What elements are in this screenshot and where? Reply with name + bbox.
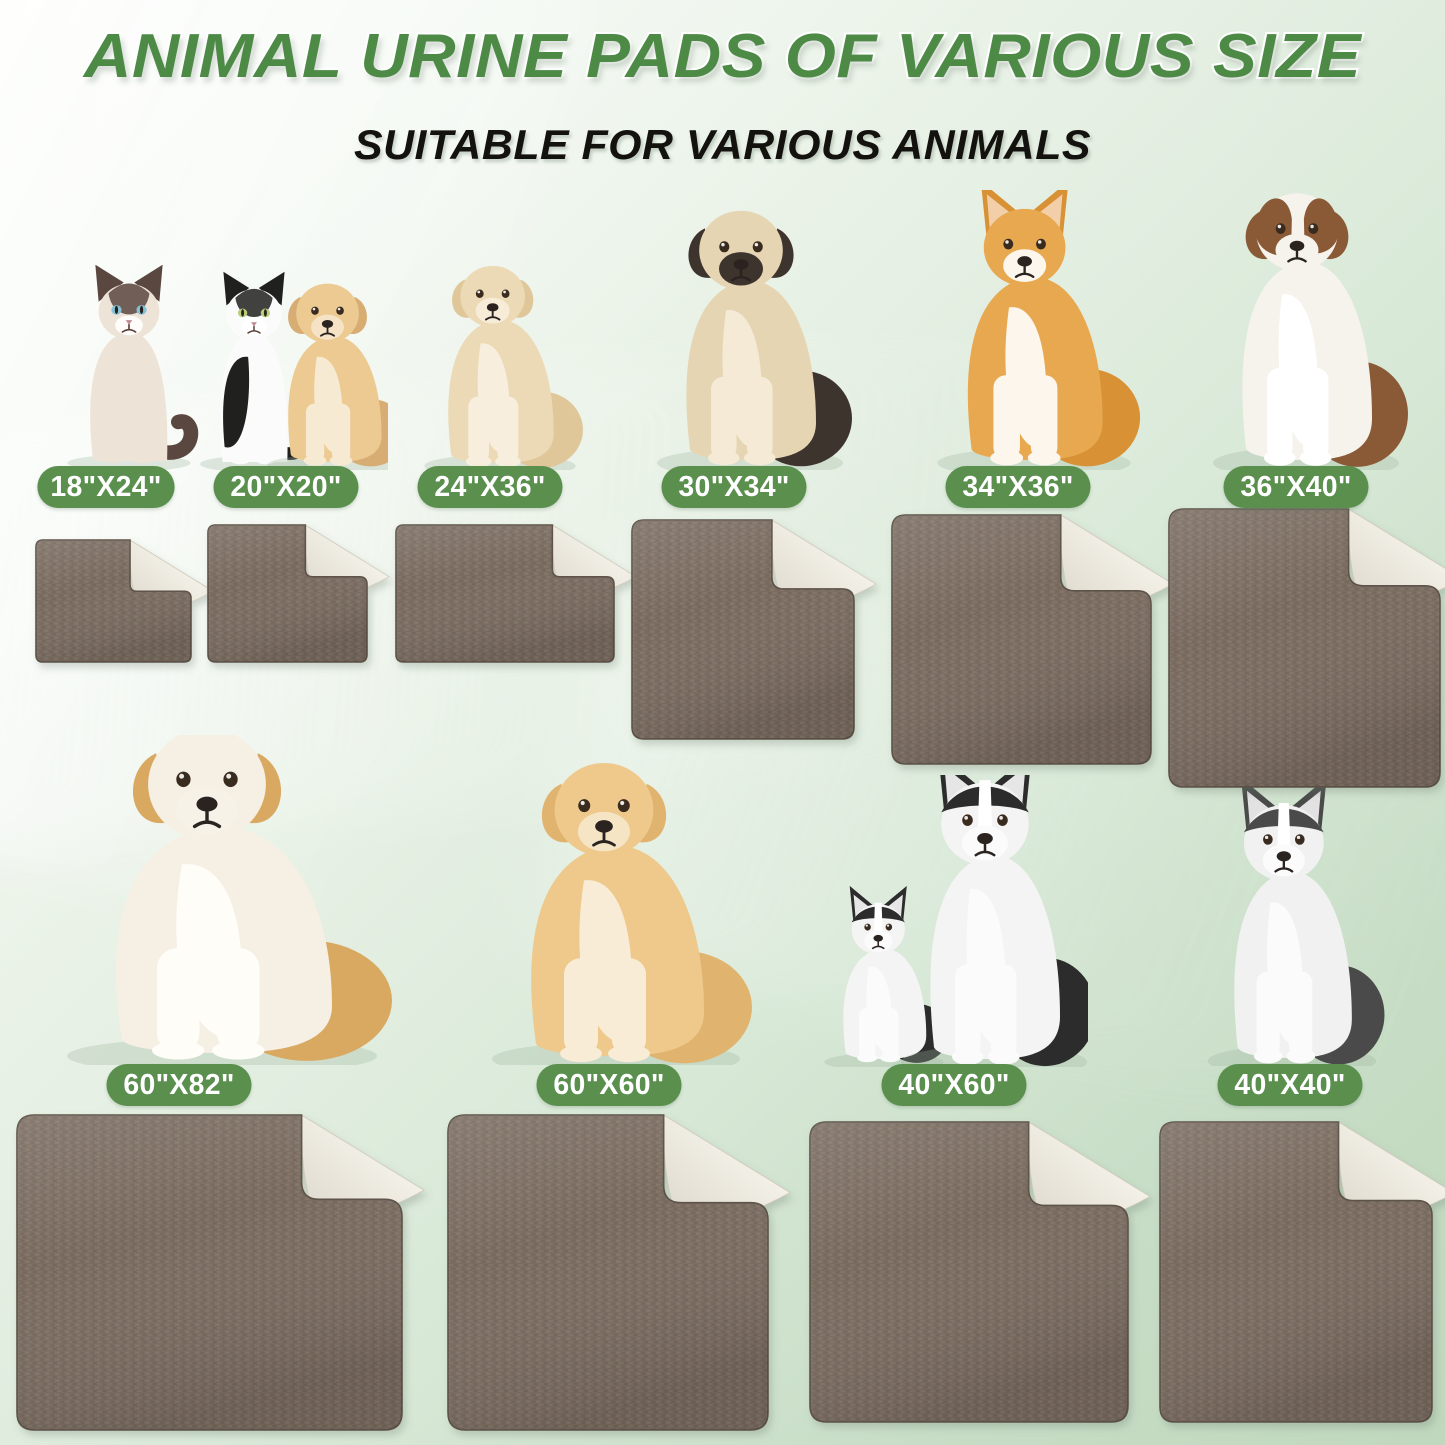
animal-pug — [650, 198, 860, 470]
size-badge: 20"X20" — [213, 466, 359, 508]
pad-24x36[interactable] — [394, 523, 638, 680]
pad-40x40[interactable] — [1158, 1120, 1445, 1440]
size-badge: 34"X36" — [945, 466, 1091, 508]
pad-36x40[interactable] — [1167, 507, 1445, 805]
pad-30x34[interactable] — [630, 518, 878, 757]
animal-husky — [1192, 786, 1392, 1066]
page-title: ANIMAL URINE PADS OF VARIOUS SIZE — [82, 22, 1363, 91]
animal-australian-shepherd — [1200, 172, 1415, 470]
animal-golden-retriever — [484, 760, 754, 1065]
size-badge: 30"X34" — [661, 466, 807, 508]
size-badge: 60"X82" — [106, 1064, 252, 1106]
pad-20x20[interactable] — [206, 523, 391, 680]
pad-40x60[interactable] — [808, 1120, 1152, 1440]
pad-60x82[interactable] — [15, 1113, 426, 1445]
size-badge: 40"X60" — [881, 1064, 1027, 1106]
size-badge: 60"X60" — [536, 1064, 682, 1106]
size-badge: 40"X40" — [1217, 1064, 1363, 1106]
pad-34x36[interactable] — [890, 513, 1175, 782]
animal-siamese-cat — [45, 265, 210, 470]
animal-yellow-labrador — [418, 258, 588, 470]
page-subtitle: SUITABLE FOR VARIOUS ANIMALS — [353, 121, 1091, 168]
animal-corgi — [930, 190, 1145, 470]
size-badge: 18"X24" — [37, 466, 175, 508]
animal-tuxedo-cat-and-golden-puppy — [198, 270, 388, 470]
pad-18x24[interactable] — [34, 538, 215, 680]
pad-60x60[interactable] — [446, 1113, 792, 1445]
animal-husky-puppy-and-adult-husky — [818, 775, 1088, 1067]
animal-saint-bernard — [62, 735, 392, 1065]
size-badge: 36"X40" — [1223, 466, 1369, 508]
size-badge: 24"X36" — [417, 466, 563, 508]
